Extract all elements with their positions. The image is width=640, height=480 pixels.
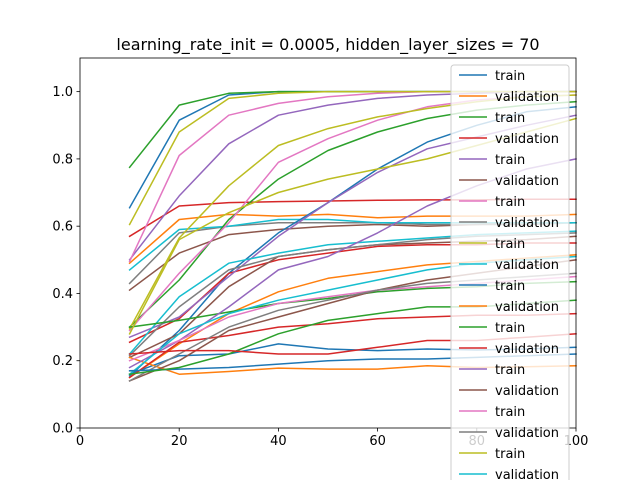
legend-label-6: train [495, 195, 525, 210]
legend-label-18: train [495, 447, 525, 462]
y-tick-label-1: 0.2 [52, 354, 73, 369]
axes-layer: 0204060801000.00.20.40.60.81.0 [52, 57, 589, 449]
legend-label-17: validation [495, 426, 559, 441]
legend-label-14: train [495, 363, 525, 378]
legend-label-7: validation [495, 216, 559, 231]
legend-label-19: validation [495, 468, 559, 480]
legend-label-1: validation [495, 90, 559, 105]
y-tick-label-4: 0.8 [52, 152, 73, 167]
x-tick-label-3: 60 [369, 434, 386, 449]
legend-label-0: train [495, 69, 525, 84]
y-tick-label-0: 0.0 [52, 422, 73, 437]
y-tick-label-5: 1.0 [52, 85, 73, 100]
x-tick-label-1: 20 [171, 434, 188, 449]
legend: train validation train validation train valid… [450, 64, 570, 480]
legend-label-8: train [495, 237, 525, 252]
y-tick-label-2: 0.4 [52, 287, 73, 302]
legend-label-2: train [495, 111, 525, 126]
x-tick-label-5: 100 [564, 434, 589, 449]
legend-label-16: train [495, 405, 525, 420]
legend-label-12: train [495, 321, 525, 336]
legend-label-3: validation [495, 132, 559, 147]
plot-frame [79, 57, 577, 429]
legend-label-15: validation [495, 384, 559, 399]
legend-label-13: validation [495, 342, 559, 357]
legend-frame [450, 64, 570, 480]
legend-label-5: validation [495, 174, 559, 189]
legend-label-9: validation [495, 258, 559, 273]
legend-label-10: train [495, 279, 525, 294]
y-tick-label-3: 0.6 [52, 220, 73, 235]
x-tick-label-2: 40 [270, 434, 287, 449]
chart-title: learning_rate_init = 0.0005, hidden_laye… [116, 35, 539, 55]
x-tick-label-0: 0 [76, 434, 84, 449]
legend-label-4: train [495, 153, 525, 168]
legend-label-11: validation [495, 300, 559, 315]
